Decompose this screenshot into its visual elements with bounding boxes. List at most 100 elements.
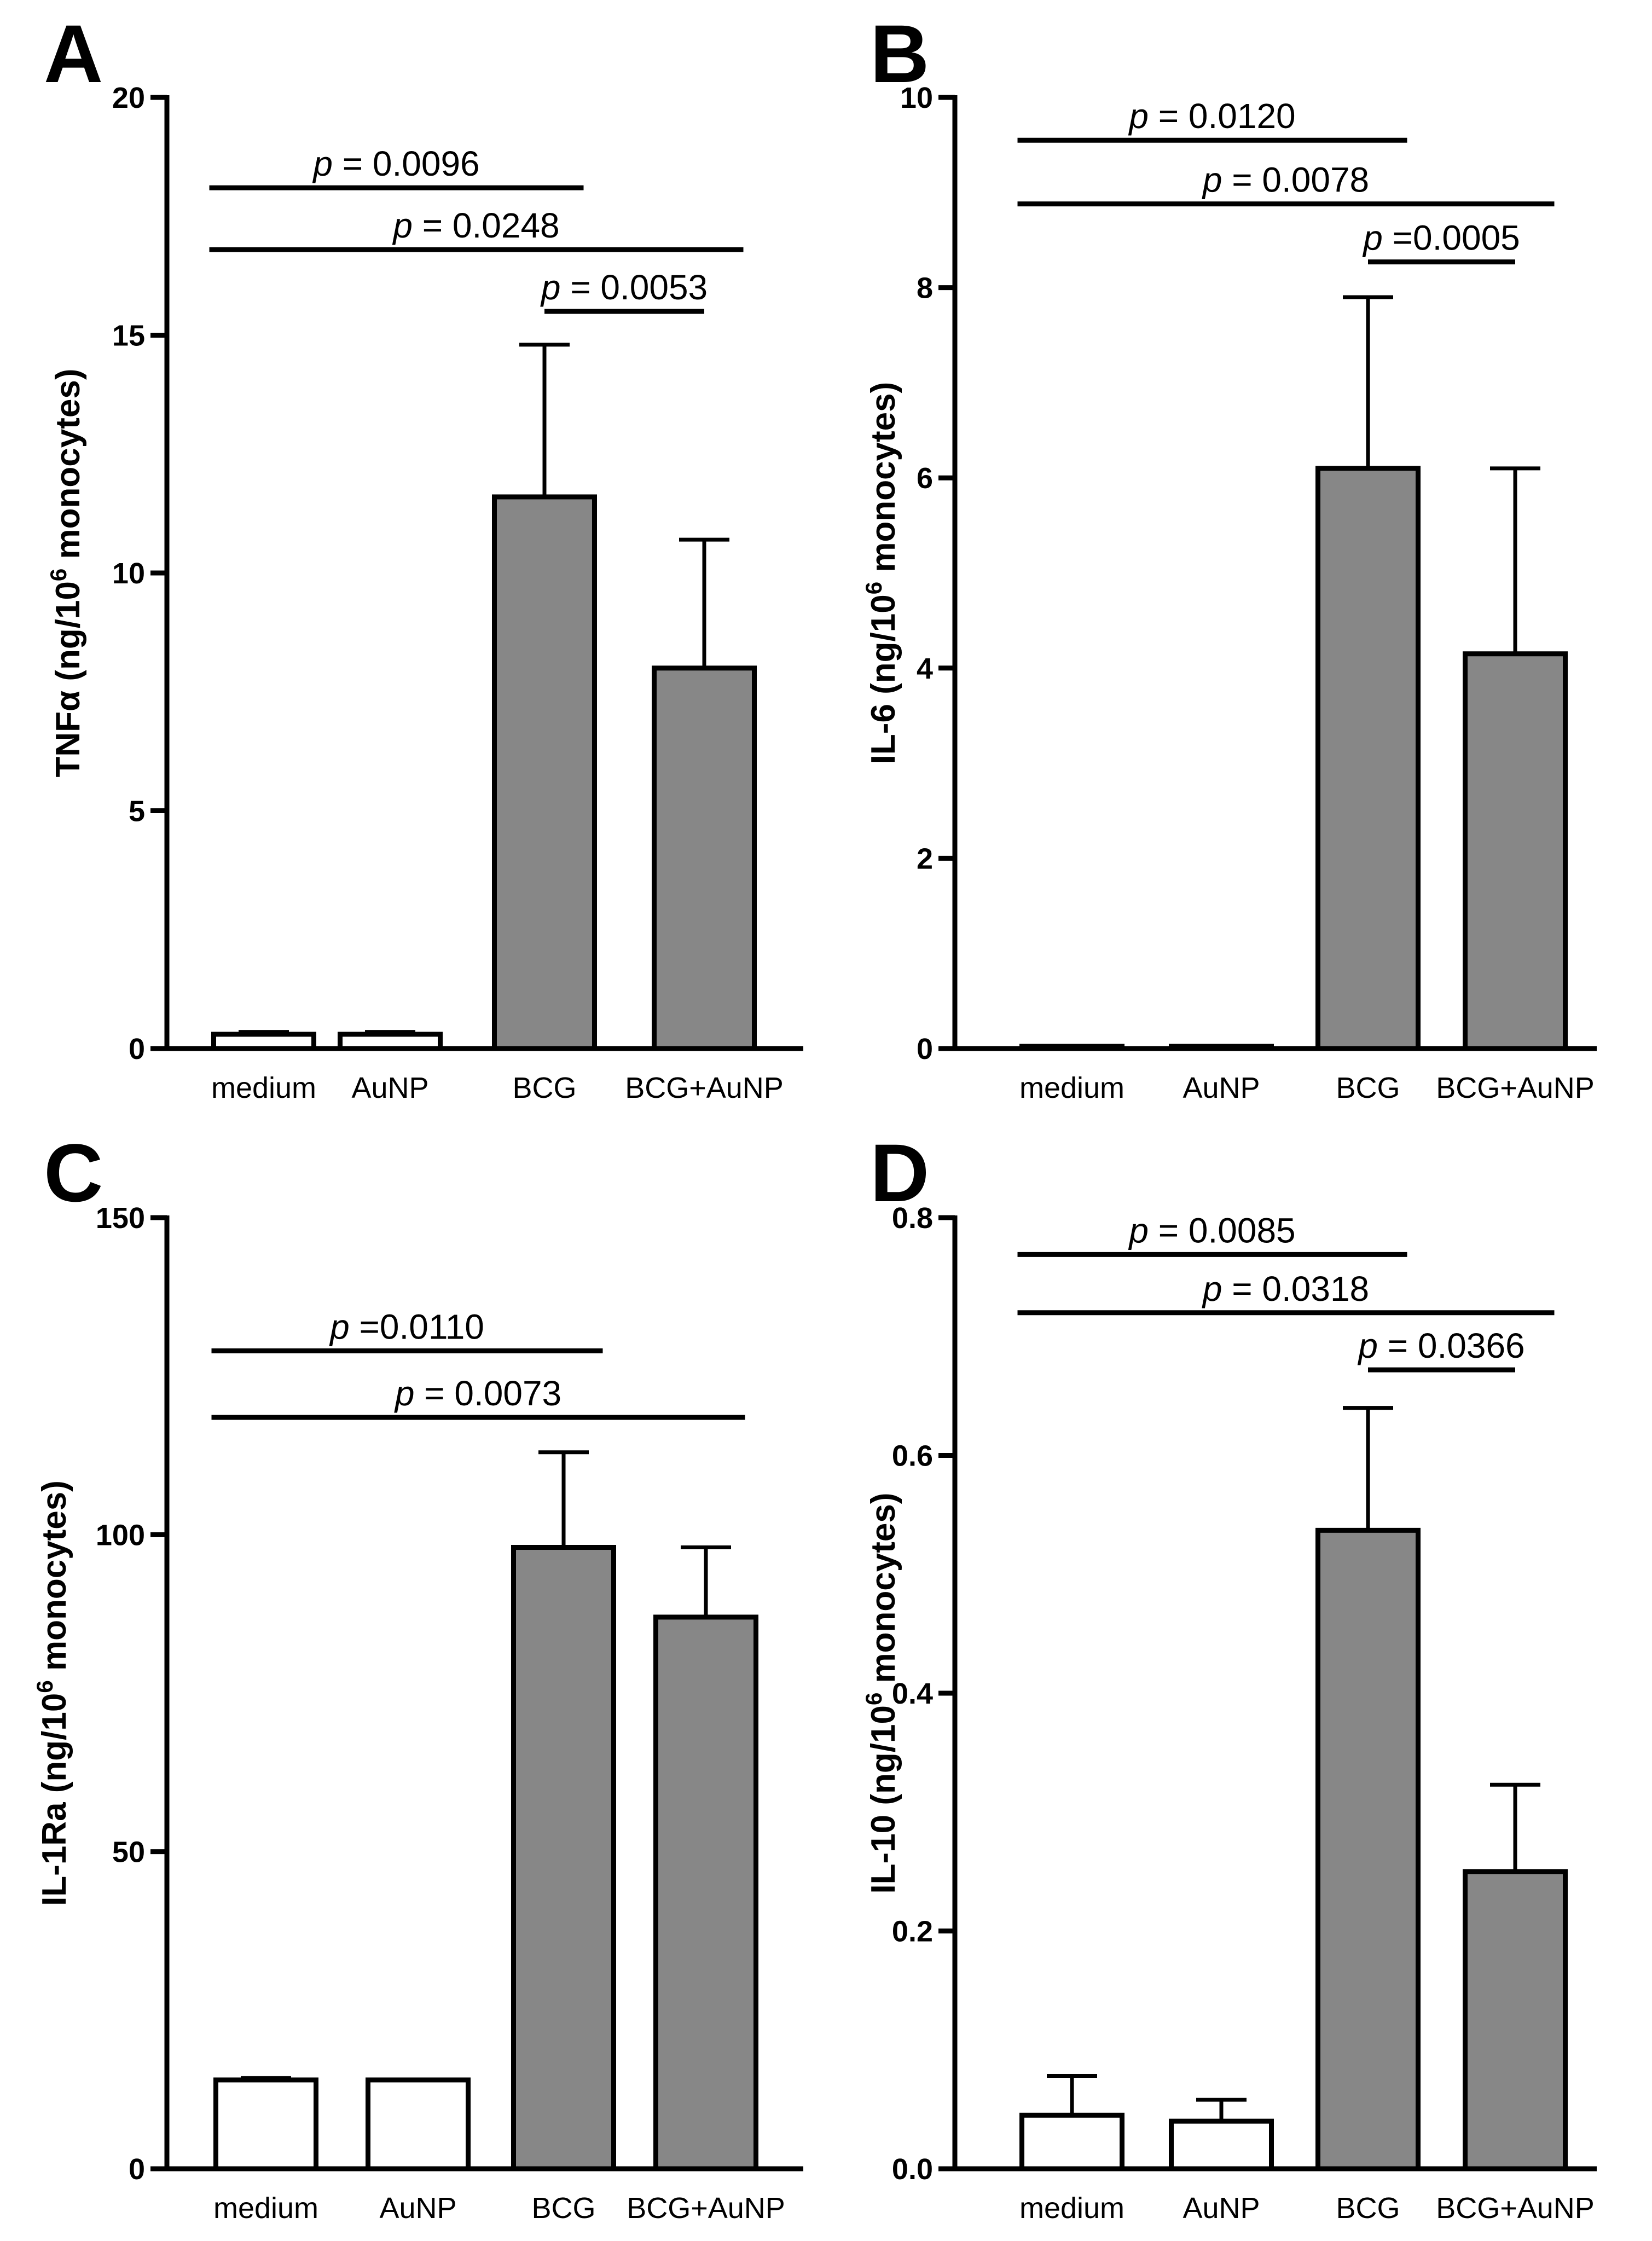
p-value-symbol: p	[329, 1307, 359, 1346]
p-value-label: p = 0.0078	[1202, 160, 1369, 200]
p-value-text: =0.0005	[1393, 218, 1520, 258]
x-tick-label: AuNP	[379, 2192, 456, 2225]
y-axis-title-part: monocytes)	[865, 1492, 902, 1692]
y-tick-label: 100	[96, 1519, 145, 1551]
x-tick-label: BCG+AuNP	[625, 1072, 784, 1104]
bar-bcg	[511, 1545, 616, 2171]
p-value-symbol: p	[540, 268, 570, 307]
y-tick-label: 10	[112, 557, 145, 590]
x-tick-label: BCG	[531, 2192, 595, 2225]
x-tick-label: medium	[213, 2192, 318, 2225]
p-value-text: = 0.0073	[424, 1374, 561, 1413]
p-value-text: = 0.0085	[1158, 1211, 1296, 1250]
x-tick-label: BCG+AuNP	[1436, 2192, 1595, 2225]
p-value-text: = 0.0078	[1232, 160, 1369, 200]
y-axis-title: IL-6 (ng/106 monocytes)	[861, 382, 902, 765]
y-axis-title: IL-1Ra (ng/106 monocytes)	[32, 1480, 73, 1906]
p-value-symbol: p	[1362, 218, 1392, 258]
y-axis-title: IL-10 (ng/106 monocytes)	[861, 1492, 902, 1893]
p-value-label: p = 0.0366	[1357, 1326, 1525, 1365]
bar-bcg	[492, 494, 597, 1051]
p-value-text: = 0.0366	[1388, 1326, 1525, 1365]
y-tick-label: 15	[112, 320, 145, 352]
panel-letter: D	[870, 1127, 929, 1219]
panel-letter: C	[44, 1127, 103, 1219]
p-value-label: p =0.0110	[329, 1307, 484, 1346]
x-tick-label: BCG	[1336, 2192, 1400, 2225]
bar-bcg	[1315, 466, 1421, 1051]
p-value-symbol: p	[1128, 1211, 1158, 1250]
p-value-text: = 0.0318	[1232, 1269, 1369, 1308]
p-value-label: p = 0.0120	[1128, 96, 1295, 136]
p-value-text: = 0.0053	[570, 268, 708, 307]
y-tick-label: 0.0	[892, 2153, 933, 2186]
y-tick-label: 0.6	[892, 1440, 933, 1473]
panel-letter: B	[870, 8, 929, 100]
p-value-label: p = 0.0248	[392, 206, 559, 245]
p-value-symbol: p	[1128, 96, 1158, 136]
x-tick-label: medium	[1019, 2192, 1124, 2225]
y-tick-label: 150	[96, 1202, 145, 1235]
bar-aunp	[1169, 2118, 1274, 2171]
bar-bcg-aunp	[1463, 651, 1568, 1051]
y-axis-title-part: monocytes)	[49, 369, 87, 569]
p-value-label: p = 0.0318	[1202, 1269, 1369, 1308]
y-tick-label: 4	[917, 652, 933, 685]
y-tick-label: 6	[917, 462, 933, 495]
x-tick-label: BCG	[1336, 1072, 1400, 1104]
y-axis-title-superscript: 6	[32, 1680, 57, 1693]
p-value-label: p = 0.0096	[312, 144, 479, 183]
bar-aunp	[366, 2077, 471, 2171]
p-value-symbol: p	[1202, 160, 1232, 200]
p-value-symbol: p	[1357, 1326, 1387, 1365]
y-axis-title-superscript: 6	[861, 582, 886, 594]
p-value-text: = 0.0096	[343, 144, 480, 183]
p-value-label: p = 0.0053	[540, 268, 708, 307]
y-tick-label: 0	[917, 1033, 933, 1066]
p-value-label: p =0.0005	[1362, 218, 1520, 258]
x-tick-label: medium	[211, 1072, 316, 1104]
y-tick-label: 2	[917, 842, 933, 875]
y-tick-label: 0	[129, 1033, 145, 1066]
p-value-text: = 0.0120	[1158, 96, 1296, 136]
y-axis-title-part: IL-1Ra (ng/10	[36, 1693, 73, 1906]
bar-bcg-aunp	[653, 1614, 758, 2171]
y-axis-title-part: IL-6 (ng/10	[865, 594, 902, 764]
x-tick-label: BCG+AuNP	[627, 2192, 785, 2225]
y-axis-title-part: TNFα (ng/10	[49, 581, 87, 777]
y-tick-label: 0	[129, 2153, 145, 2186]
y-tick-label: 0.8	[892, 1202, 933, 1235]
y-axis-title-part: monocytes)	[865, 382, 902, 582]
x-tick-label: medium	[1019, 1072, 1124, 1104]
y-tick-label: 8	[917, 272, 933, 305]
bar-bcg	[1315, 1527, 1421, 2171]
p-value-symbol: p	[312, 144, 342, 183]
y-axis-title-part: monocytes)	[36, 1480, 73, 1680]
y-tick-label: 50	[112, 1836, 145, 1869]
p-value-symbol: p	[1202, 1269, 1232, 1308]
panel-letter: A	[44, 8, 103, 100]
p-value-symbol: p	[392, 206, 422, 245]
x-tick-label: AuNP	[351, 1072, 428, 1104]
x-tick-label: AuNP	[1183, 2192, 1260, 2225]
panel-a: A TNFα (ng/106 monocytes) 0 5 10 15 20 medium Au…	[44, 8, 803, 1104]
y-tick-label: 20	[112, 82, 145, 114]
panel-d: D IL-10 (ng/106 monocytes) 0.0 0.2 0.4 0.6 0.8…	[861, 1127, 1597, 2225]
y-tick-label: 0.4	[892, 1677, 933, 1710]
x-tick-label: AuNP	[1183, 1072, 1260, 1104]
p-value-text: =0.0110	[360, 1307, 484, 1346]
p-value-label: p = 0.0085	[1128, 1211, 1295, 1250]
y-tick-label: 10	[900, 82, 933, 114]
p-value-text: = 0.0248	[422, 206, 560, 245]
bar-medium	[1019, 2112, 1124, 2171]
y-axis-title-superscript: 6	[861, 1693, 886, 1705]
panel-c: C IL-1Ra (ng/106 monocytes) 0 50 100 150 mediu…	[32, 1127, 803, 2225]
x-tick-label: BCG	[512, 1072, 576, 1104]
p-value-label: p = 0.0073	[394, 1374, 561, 1413]
bar-bcg-aunp	[1463, 1869, 1568, 2171]
bar-bcg-aunp	[652, 665, 757, 1051]
y-axis-title: TNFα (ng/106 monocytes)	[45, 369, 87, 778]
y-axis-title-part: IL-10 (ng/10	[865, 1705, 902, 1894]
